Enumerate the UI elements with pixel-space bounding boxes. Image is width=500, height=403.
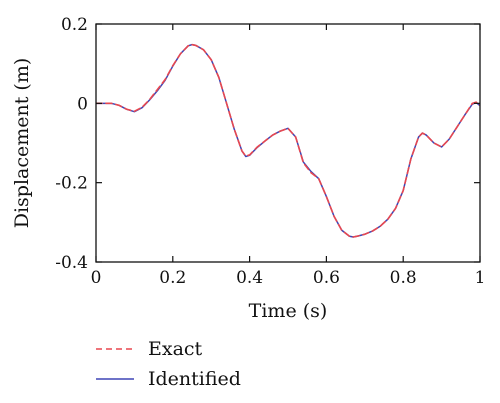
- series-line-identified: [96, 43, 480, 238]
- series-line-exact: [96, 43, 480, 238]
- y-tick-label: -0.4: [55, 253, 88, 273]
- plot-frame: [95, 23, 481, 263]
- tick-layer: 0 0.2 0.4 0.6 0.8 1 -0.4 -0.2 0 0.2: [55, 15, 485, 288]
- x-tick-label: 0.2: [159, 268, 186, 288]
- x-tick-label: 0.4: [236, 268, 263, 288]
- y-tick-label: 0: [77, 94, 88, 114]
- x-tick-label: 0.8: [390, 268, 417, 288]
- series-layer: [96, 43, 480, 238]
- x-tick-label: 0.6: [313, 268, 340, 288]
- y-axis-title: Displacement (m): [11, 58, 33, 229]
- legend-label-identified: Identified: [148, 368, 241, 390]
- y-tick-label: 0.2: [61, 15, 88, 35]
- legend-label-exact: Exact: [148, 338, 203, 360]
- x-axis-title: Time (s): [249, 300, 328, 322]
- legend: Exact Identified: [96, 338, 241, 390]
- x-tick-label: 0: [91, 268, 102, 288]
- y-tick-label: -0.2: [55, 174, 88, 194]
- x-tick-label: 1: [475, 268, 486, 288]
